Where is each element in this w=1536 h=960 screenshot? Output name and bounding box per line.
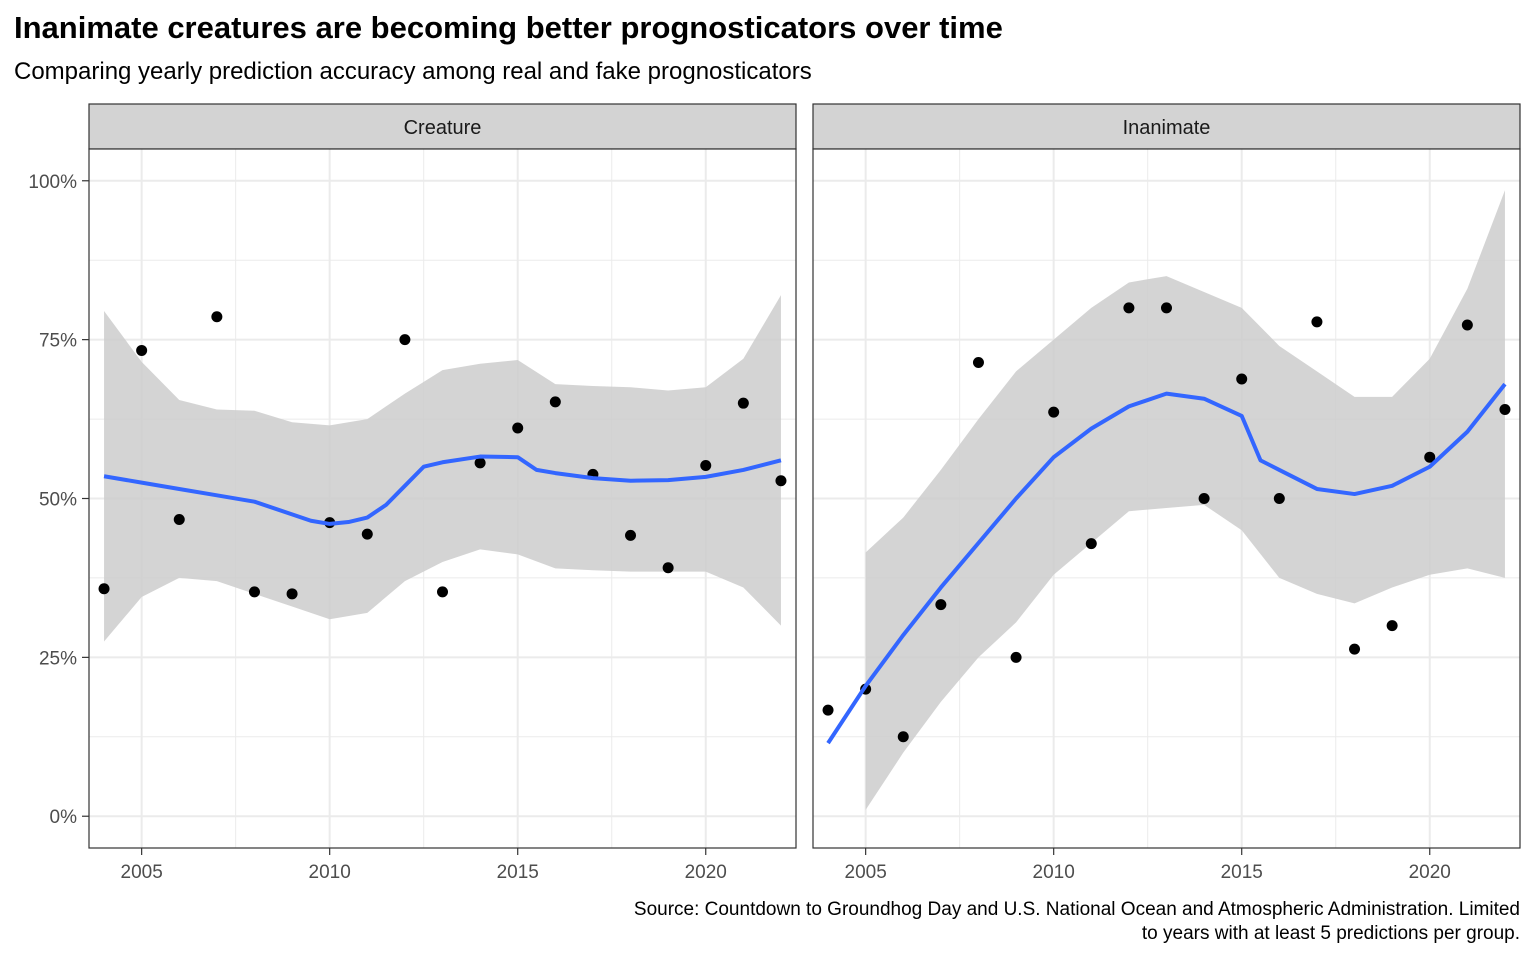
data-point <box>1499 404 1511 416</box>
data-point <box>625 529 637 541</box>
chart-caption: Source: Countdown to Groundhog Day and U… <box>320 898 1520 946</box>
panel-inanimate: Inanimate 2005 2010 2015 2020 <box>812 103 1521 883</box>
data-point <box>248 586 260 598</box>
data-point <box>935 599 947 611</box>
x-tick-label: 2005 <box>121 862 163 883</box>
data-point <box>662 562 674 574</box>
x-tick-label: 2005 <box>845 862 887 883</box>
x-tick-label: 2015 <box>497 862 539 883</box>
x-tick-label: 2020 <box>685 862 727 883</box>
panel-border <box>812 148 1521 849</box>
data-point <box>1085 538 1097 550</box>
x-tick-label: 2015 <box>1221 862 1263 883</box>
x-tick-label: 2020 <box>1409 862 1451 883</box>
data-point <box>512 422 524 434</box>
data-point <box>1161 302 1172 314</box>
data-point <box>173 513 185 525</box>
facet-strip-label: Inanimate <box>1123 117 1211 139</box>
data-point <box>286 588 298 600</box>
caption-line-2: to years with at least 5 predictions per… <box>1141 923 1520 944</box>
data-point <box>1386 620 1398 632</box>
data-point <box>136 344 148 356</box>
data-point <box>211 311 223 323</box>
data-point <box>549 396 561 408</box>
smooth-trend-line <box>103 454 782 526</box>
data-point <box>1424 451 1436 463</box>
confidence-ribbon <box>104 295 781 642</box>
y-tick-label: 50% <box>39 490 77 511</box>
data-point <box>1236 373 1248 385</box>
caption-line-1: Source: Countdown to Groundhog Day and U… <box>633 899 1520 920</box>
smooth-trend-line <box>826 382 1507 745</box>
data-point <box>98 583 110 595</box>
panel-border <box>88 148 797 849</box>
facet-strip <box>812 103 1521 150</box>
panel-creature: Creature 2005 2010 2015 2020 <box>88 103 797 883</box>
data-point <box>437 586 448 598</box>
y-tick-label: 100% <box>28 172 77 193</box>
facet-strip-label: Creature <box>404 117 482 139</box>
data-point <box>700 459 712 471</box>
data-point <box>1123 302 1135 314</box>
data-point <box>361 528 373 540</box>
data-point <box>972 357 984 369</box>
x-tick-label: 2010 <box>309 862 351 883</box>
y-tick-label: 25% <box>39 648 77 669</box>
y-tick-label: 75% <box>39 331 77 352</box>
data-point <box>1311 316 1323 328</box>
data-point <box>1273 493 1285 504</box>
data-point <box>1349 643 1361 655</box>
data-point <box>775 475 787 487</box>
data-point <box>1461 319 1473 331</box>
data-point <box>822 704 834 716</box>
confidence-ribbon <box>865 190 1505 810</box>
data-point <box>1048 406 1060 418</box>
y-tick-label: 0% <box>50 807 78 828</box>
data-point <box>1010 651 1022 663</box>
facet-strip <box>88 103 797 150</box>
data-point <box>1198 493 1210 504</box>
chart-title: Inanimate creatures are becoming better … <box>14 10 1003 45</box>
x-tick-label: 2010 <box>1033 862 1075 883</box>
data-point <box>399 334 411 346</box>
data-point <box>474 457 486 469</box>
data-point <box>737 397 749 409</box>
chart-subtitle: Comparing yearly prediction accuracy amo… <box>14 58 812 85</box>
data-point <box>897 731 909 743</box>
